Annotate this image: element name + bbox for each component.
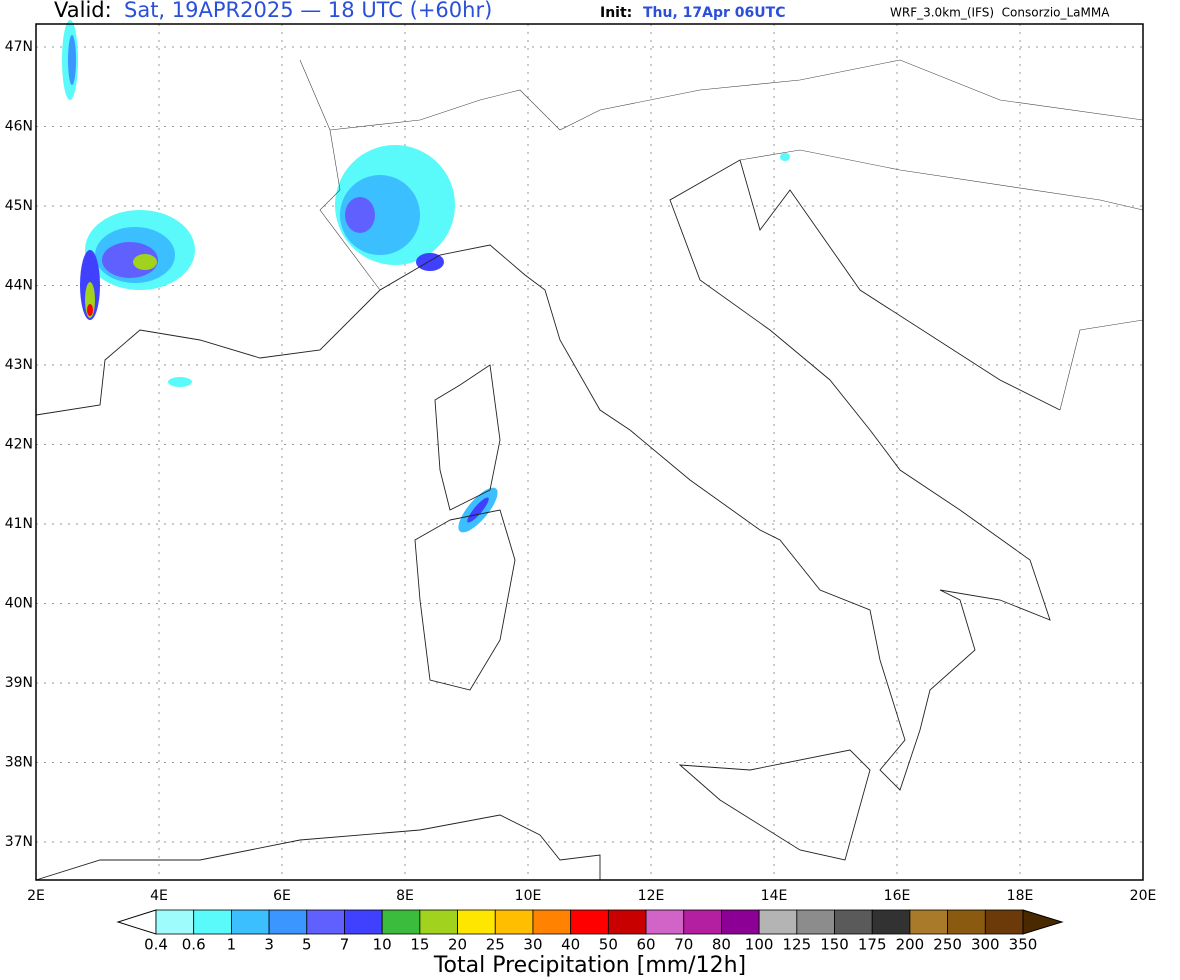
colorbar: 0.4 0.6 1 3 5 7 10 15 20 25 30 40 50 60 70 80 100 125 150 1… <box>116 909 1064 954</box>
colorbar-label: 250 <box>933 936 962 954</box>
lat-tick-label: 38N <box>5 755 33 771</box>
colorbar-label: 15 <box>410 936 429 954</box>
colorbar-label: 40 <box>561 936 580 954</box>
colorbar-title: Total Precipitation [mm/12h] <box>433 953 746 978</box>
colorbar-label: 150 <box>820 936 849 954</box>
colorbar-box <box>306 909 345 935</box>
init-time: Thu, 17Apr 06UTC <box>643 5 785 21</box>
colorbar-label: 10 <box>373 936 392 954</box>
colorbar-label: 200 <box>896 936 925 954</box>
colorbar-box <box>758 909 798 935</box>
colorbar-over <box>1022 909 1064 935</box>
colorbar-box <box>193 909 232 935</box>
colorbar-box <box>871 909 911 935</box>
colorbar-label: 50 <box>599 936 618 954</box>
colorbar-box <box>683 909 722 935</box>
precipitation <box>62 20 790 533</box>
colorbar-label: 60 <box>636 936 655 954</box>
lat-tick-label: 37N <box>5 834 33 850</box>
lat-tick-label: 45N <box>5 198 33 214</box>
colorbar-label: 175 <box>858 936 887 954</box>
coastlines <box>35 59 1144 881</box>
lon-tick-label: 8E <box>396 888 414 904</box>
colorbar-label: 0.4 <box>144 936 168 954</box>
colorbar-box <box>532 909 572 935</box>
lon-tick-label: 16E <box>884 888 911 904</box>
colorbar-box <box>494 909 534 935</box>
colorbar-label: 70 <box>674 936 693 954</box>
colorbar-label: 3 <box>264 936 274 954</box>
lat-tick-label: 47N <box>5 39 33 55</box>
colorbar-box <box>607 909 647 935</box>
colorbar-label: 30 <box>523 936 542 954</box>
colorbar-box <box>721 909 760 935</box>
colorbar-label: 125 <box>783 936 812 954</box>
map-frame <box>35 23 1144 881</box>
colorbar-box <box>834 909 873 935</box>
lon-tick-label: 6E <box>273 888 291 904</box>
colorbar-box <box>796 909 835 935</box>
colorbar-box <box>344 909 383 935</box>
colorbar-box <box>457 909 496 935</box>
colorbar-box <box>268 909 308 935</box>
lat-tick-label: 42N <box>5 437 33 453</box>
lon-tick-label: 10E <box>515 888 542 904</box>
valid-time: Sat, 19APR2025 — 18 UTC (+60hr) <box>124 0 492 22</box>
lon-tick-label: 4E <box>150 888 168 904</box>
colorbar-under <box>116 909 157 935</box>
colorbar-box <box>984 909 1024 935</box>
lat-tick-label: 43N <box>5 357 33 373</box>
lat-tick-label: 40N <box>5 596 33 612</box>
colorbar-box <box>230 909 270 935</box>
lat-tick-label: 46N <box>5 119 33 135</box>
lon-tick-label: 2E <box>27 888 45 904</box>
colorbar-label: 300 <box>971 936 1000 954</box>
colorbar-box <box>155 909 195 935</box>
colorbar-label: 25 <box>486 936 505 954</box>
model-label: WRF_3.0km_(IFS) Consorzio_LaMMA <box>890 6 1110 20</box>
init-label: Init: <box>600 5 632 21</box>
colorbar-label: 5 <box>302 936 312 954</box>
colorbar-box <box>947 909 986 935</box>
lon-tick-label: 20E <box>1130 888 1157 904</box>
colorbar-label: 100 <box>745 936 774 954</box>
colorbar-label: 20 <box>448 936 467 954</box>
colorbar-box <box>381 909 421 935</box>
colorbar-box <box>645 909 685 935</box>
lon-tick-label: 14E <box>761 888 788 904</box>
colorbar-box <box>419 909 458 935</box>
lon-tick-label: 12E <box>638 888 665 904</box>
colorbar-label: 0.6 <box>182 936 206 954</box>
lat-tick-label: 41N <box>5 516 33 532</box>
colorbar-box <box>909 909 949 935</box>
valid-label: Valid: <box>54 0 112 22</box>
grid <box>36 24 1143 880</box>
colorbar-label: 350 <box>1009 936 1038 954</box>
lat-tick-label: 44N <box>5 278 33 294</box>
colorbar-label: 1 <box>227 936 237 954</box>
lat-tick-label: 39N <box>5 675 33 691</box>
colorbar-label: 7 <box>340 936 350 954</box>
lon-tick-label: 18E <box>1007 888 1034 904</box>
colorbar-label: 80 <box>712 936 731 954</box>
colorbar-box <box>570 909 609 935</box>
